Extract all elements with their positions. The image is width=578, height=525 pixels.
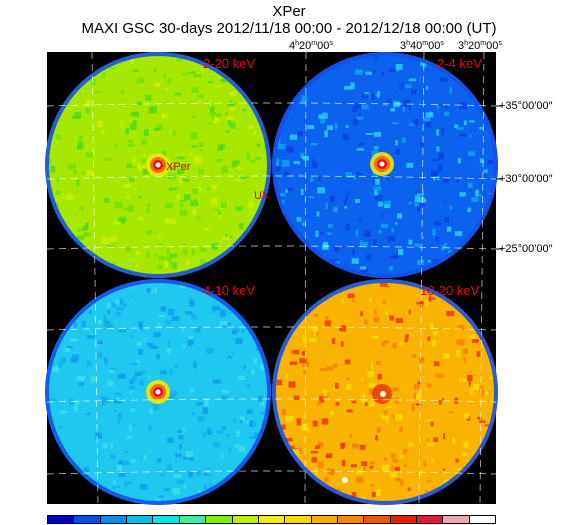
plot-subtitle: MAXI GSC 30-days 2012/11/18 00:00 - 2012… — [81, 20, 497, 37]
source-label-xper: XPer — [166, 161, 191, 173]
map-rim — [45, 279, 271, 505]
dec-label-3: +25°00′00″ — [499, 243, 553, 255]
band-label-2-20kev: 2-20 keV — [203, 56, 256, 71]
colorbar-segment — [337, 516, 365, 523]
colorbar-segment — [258, 516, 286, 523]
colorbar-segment — [48, 516, 75, 523]
band-label-10-20kev: 10-20 keV — [420, 283, 480, 298]
dec-label-1: +35°00′00″ — [499, 100, 553, 112]
colorbar-segment — [74, 516, 101, 523]
band-label-4-10kev: 4-10 keV — [203, 283, 256, 298]
ra-label-3: 3h20m00s — [458, 40, 502, 52]
colorbar-segment — [469, 516, 496, 523]
map-4-10kev — [45, 279, 271, 505]
coordinate-grid — [46, 51, 497, 505]
ra-label-2: 3h40m00s — [400, 40, 444, 52]
colorbar-segment — [153, 516, 180, 523]
map-rim — [272, 52, 498, 278]
colorbar-segment — [417, 516, 444, 523]
colorbar-segment — [179, 516, 207, 523]
colorbar-segment — [364, 516, 391, 523]
colorbar-segment — [232, 516, 259, 523]
colorbar-segment — [311, 516, 338, 523]
map-2-20kev — [45, 52, 271, 278]
source-label-ux: UX — [254, 190, 270, 202]
colorbar-segment — [443, 516, 470, 523]
colorbar-segment — [100, 516, 128, 523]
colorbar-segment — [206, 516, 233, 523]
band-label-2-4kev: 2-4 keV — [437, 56, 482, 71]
color-scale-bar — [47, 515, 496, 524]
map-2-4kev — [272, 52, 498, 278]
map-rim — [45, 52, 271, 278]
map-rim — [272, 279, 498, 505]
colorbar-segment — [390, 516, 418, 523]
colorbar-segment — [127, 516, 154, 523]
dec-label-2: +30°00′00″ — [499, 173, 553, 185]
colorbar-segment — [285, 516, 312, 523]
plot-title: XPer — [272, 3, 306, 20]
ra-label-1: 4h20m00s — [289, 40, 333, 52]
map-10-20kev — [272, 279, 498, 505]
